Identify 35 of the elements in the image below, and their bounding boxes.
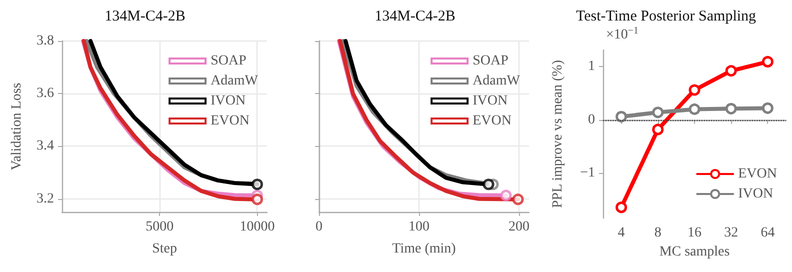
x-tick-label: 200 <box>508 220 530 234</box>
x-tick-label: 5000 <box>146 220 174 234</box>
x-tick-label: 4 <box>618 226 625 240</box>
legend-label: EVON <box>210 114 250 128</box>
x-tick-label: 8 <box>654 226 662 240</box>
chart-title: 134M-C4-2B <box>104 8 186 24</box>
y-tick-label: 3.4 <box>36 138 54 154</box>
x-tick-label: 64 <box>760 226 775 240</box>
x-axis-title: Step <box>152 242 177 256</box>
legend-label: IVON <box>210 94 246 108</box>
x-tick-label: 10000 <box>240 220 275 234</box>
legend-label: EVON <box>472 114 512 128</box>
legend-label: IVON <box>738 186 774 202</box>
legend-label: IVON <box>472 94 508 108</box>
y-tick-label: 1 <box>588 59 595 74</box>
y-tick-label: 3.2 <box>36 191 54 206</box>
y-tick-label: 0 <box>588 112 595 128</box>
y-axis-title: Validation Loss <box>10 82 24 170</box>
y-tick-label: −1 <box>580 166 595 181</box>
x-axis-title: MC samples <box>659 244 730 260</box>
legend-label: SOAP <box>210 54 247 68</box>
y-tick-label: 3.8 <box>36 34 54 48</box>
y-axis-title: PPL improve vs mean (%) <box>550 60 566 208</box>
y-tick-label: 3.6 <box>36 86 54 102</box>
x-tick-label: 100 <box>408 220 430 234</box>
x-tick-label: 16 <box>688 226 702 240</box>
chart-title: 134M-C4-2B <box>374 8 456 24</box>
x-tick-label: 0 <box>316 220 322 234</box>
legend-label: EVON <box>738 166 778 182</box>
x-tick-label: 32 <box>724 226 738 240</box>
legend-label: AdamW <box>472 74 521 88</box>
legend-label: SOAP <box>472 54 509 68</box>
x-axis-title: Time (min) <box>392 242 456 256</box>
legend-label: AdamW <box>210 74 259 88</box>
chart-title: Test-Time Posterior Sampling <box>576 8 757 24</box>
